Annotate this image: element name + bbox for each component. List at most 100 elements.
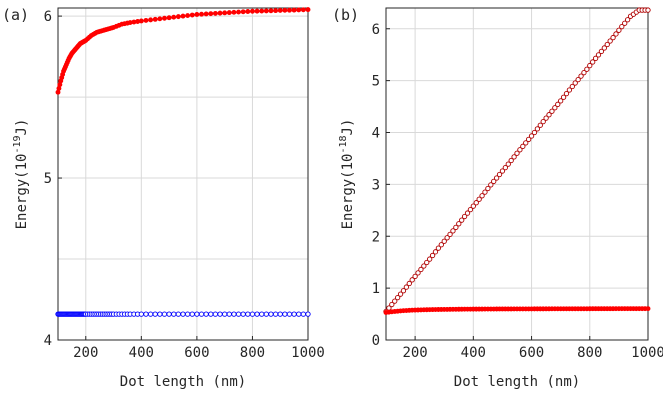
data-point-interp xyxy=(598,48,605,55)
x-tick-label: 800 xyxy=(240,345,265,361)
data-point-interp xyxy=(415,270,421,276)
data-point xyxy=(208,311,214,317)
data-point-interp xyxy=(604,41,610,48)
series-1 xyxy=(55,311,311,317)
data-point-interp xyxy=(467,206,474,213)
data-point-interp xyxy=(143,17,149,23)
y-tick-label: 2 xyxy=(372,229,380,245)
data-point-interp xyxy=(268,8,274,14)
data-point xyxy=(291,7,297,13)
x-tick-label: 200 xyxy=(402,345,427,361)
data-point-interp xyxy=(157,16,163,22)
data-point-interp xyxy=(226,10,232,16)
data-point-interp xyxy=(587,62,593,69)
data-point xyxy=(488,182,494,188)
data-point-interp xyxy=(296,7,302,13)
data-point-interp xyxy=(578,73,584,79)
data-point-interp xyxy=(217,311,223,317)
data-point xyxy=(418,266,424,273)
y-tick-label: 5 xyxy=(44,171,52,187)
data-point xyxy=(531,129,538,136)
data-point-interp xyxy=(254,8,260,14)
data-point-interp xyxy=(203,11,209,17)
data-point-interp xyxy=(447,231,453,237)
data-point-interp xyxy=(485,185,491,192)
data-point xyxy=(180,13,186,19)
data-point-interp xyxy=(560,94,567,100)
data-point-interp xyxy=(563,90,570,97)
data-point-interp xyxy=(450,228,456,234)
data-point xyxy=(236,9,242,15)
data-point-interp xyxy=(217,10,223,16)
data-point xyxy=(540,118,546,125)
data-point xyxy=(435,245,442,251)
data-point-interp xyxy=(581,70,587,76)
data-point-interp xyxy=(406,280,412,287)
x-tick-label: 1000 xyxy=(291,345,325,361)
data-point-interp xyxy=(438,242,444,248)
data-point-interp xyxy=(394,294,401,301)
y-tick-label: 1 xyxy=(372,281,380,297)
data-point-interp xyxy=(543,115,549,121)
data-point-interp xyxy=(520,143,526,149)
data-point-interp xyxy=(143,311,149,317)
data-point-interp xyxy=(595,52,602,58)
y-tick-label: 0 xyxy=(372,333,380,349)
data-point-interp xyxy=(403,284,410,290)
x-tick-label: 600 xyxy=(519,345,544,361)
data-point xyxy=(610,34,616,41)
data-point xyxy=(152,311,158,317)
x-tick-label: 600 xyxy=(184,345,209,361)
data-point-interp xyxy=(456,221,462,227)
data-point-interp xyxy=(473,200,479,206)
data-point-interp xyxy=(476,196,482,202)
data-point-interp xyxy=(624,17,631,23)
data-point-interp xyxy=(287,7,292,13)
data-point-interp xyxy=(259,8,265,14)
data-point-interp xyxy=(397,291,404,297)
data-point xyxy=(514,150,520,156)
data-point-interp xyxy=(175,14,181,20)
data-point xyxy=(194,12,200,17)
data-point-interp xyxy=(300,311,307,317)
data-point-interp xyxy=(245,9,251,14)
data-point-interp xyxy=(421,263,427,269)
data-point-interp xyxy=(590,59,596,65)
panel-a: 200 400 600 800 1000 4 5 6 Dot length (nm) Energy… xyxy=(2,6,325,390)
data-point xyxy=(152,16,158,22)
y-tick-label: 4 xyxy=(372,126,380,142)
data-point-interp xyxy=(482,189,488,195)
data-point-interp xyxy=(203,311,209,317)
data-point xyxy=(263,8,269,14)
x-axis-title: Dot length (nm) xyxy=(120,374,246,390)
data-point-interp xyxy=(300,7,306,13)
data-point xyxy=(461,213,468,220)
data-point xyxy=(138,311,144,317)
data-point-interp xyxy=(502,164,509,171)
series-0 xyxy=(383,7,651,315)
data-point xyxy=(277,7,283,13)
data-point xyxy=(235,311,242,317)
data-point-interp xyxy=(212,311,219,317)
data-point-interp xyxy=(157,311,163,317)
plot-frame xyxy=(57,7,309,341)
data-point-interp xyxy=(412,273,418,280)
data-point-interp xyxy=(528,133,535,139)
data-point-interp xyxy=(161,311,168,317)
data-point-interp xyxy=(622,20,628,26)
data-point-interp xyxy=(511,154,517,160)
y-tick-label: 5 xyxy=(372,74,380,90)
data-point-interp xyxy=(432,249,439,255)
data-point-interp xyxy=(254,311,260,317)
data-point xyxy=(392,298,398,304)
panel-label: (a) xyxy=(2,6,29,24)
data-point-interp xyxy=(175,311,182,317)
data-point-interp xyxy=(273,8,279,14)
data-point xyxy=(400,288,407,294)
data-point xyxy=(194,311,200,317)
panel-label: (b) xyxy=(332,6,359,24)
data-point-interp xyxy=(171,311,177,317)
data-point-interp xyxy=(226,311,232,317)
data-point xyxy=(549,108,555,114)
